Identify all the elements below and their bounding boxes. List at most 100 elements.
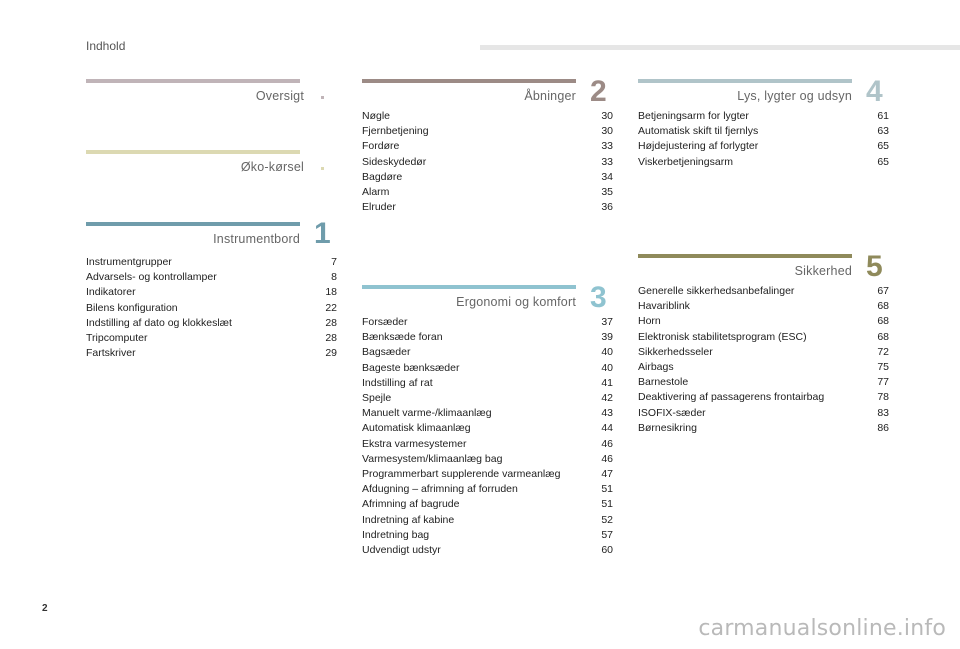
toc-entry[interactable]: Indstilling af dato og klokkeslæt 28 bbox=[86, 316, 337, 331]
section-title[interactable]: Ergonomi og komfort bbox=[456, 295, 576, 309]
toc-entry[interactable]: Fartskriver 29 bbox=[86, 346, 337, 361]
toc-entry[interactable]: Automatisk klimaanlæg 44 bbox=[362, 421, 613, 436]
toc-entry[interactable]: Forsæder 37 bbox=[362, 315, 613, 330]
section-title[interactable]: Lys, lygter og udsyn bbox=[737, 89, 852, 103]
toc-entry[interactable]: Bagsæder 40 bbox=[362, 345, 613, 360]
toc-entry-page: 35 bbox=[601, 186, 613, 199]
toc-entry-page: 68 bbox=[877, 315, 889, 328]
toc-entry[interactable]: Bænksæde foran 39 bbox=[362, 330, 613, 345]
toc-entry[interactable]: Tripcomputer 28 bbox=[86, 331, 337, 346]
toc-entry[interactable]: Børnesikring 86 bbox=[638, 421, 889, 436]
toc-entry[interactable]: Generelle sikkerhedsanbefalinger 67 bbox=[638, 284, 889, 299]
section-bar bbox=[86, 150, 300, 154]
toc-entry[interactable]: Udvendigt udstyr 60 bbox=[362, 543, 613, 558]
toc-entry-page: 75 bbox=[877, 361, 889, 374]
toc-entry-page: 52 bbox=[601, 513, 613, 526]
toc-entry-page: 60 bbox=[601, 544, 613, 557]
toc-entry-page: 78 bbox=[877, 391, 889, 404]
toc-entry[interactable]: Alarm 35 bbox=[362, 185, 613, 200]
toc-entry-page: 65 bbox=[877, 140, 889, 153]
toc-entry[interactable]: Afrimning af bagrude 51 bbox=[362, 497, 613, 512]
toc-entry-page: 72 bbox=[877, 345, 889, 358]
toc-entry[interactable]: Spejle 42 bbox=[362, 391, 613, 406]
toc-entry-label: Generelle sikkerhedsanbefalinger bbox=[638, 285, 795, 297]
toc-entry[interactable]: Programmerbart supplerende varmeanlæg 47 bbox=[362, 467, 613, 482]
toc-entry-label: Indretning af kabine bbox=[362, 513, 455, 526]
section-abninger: Åbninger 2 Nøgle 30 Fjernbetjening 30 Fordør… bbox=[362, 77, 616, 219]
section-title[interactable]: Oversigt bbox=[255, 89, 304, 103]
toc-entry[interactable]: Sikkerhedsseler 72 bbox=[638, 345, 889, 360]
toc-entry[interactable]: Sideskydedør 33 bbox=[362, 155, 613, 170]
toc-entry-label: Indretning bag bbox=[362, 528, 430, 541]
section-oko-korsel: Øko-kørsel bbox=[86, 150, 332, 180]
toc-entry[interactable]: Elektronisk stabilitetsprogram (ESC) 68 bbox=[638, 330, 889, 345]
toc-entry[interactable]: Viskerbetjeningsarm 65 bbox=[638, 155, 889, 170]
toc-entry[interactable]: Højdejustering af forlygter 65 bbox=[638, 139, 889, 154]
toc-entry[interactable]: Indretning bag 57 bbox=[362, 528, 613, 543]
toc-entry[interactable]: Indretning af kabine 52 bbox=[362, 513, 613, 528]
toc-entry[interactable]: Havariblink 68 bbox=[638, 299, 889, 314]
section-title[interactable]: Instrumentbord bbox=[213, 232, 300, 246]
toc-entry-page: 68 bbox=[877, 300, 889, 313]
toc-entry[interactable]: Bagdøre 34 bbox=[362, 170, 613, 185]
toc-entry[interactable]: Betjeningsarm for lygter 61 bbox=[638, 109, 889, 124]
toc-entry-page: 33 bbox=[601, 140, 613, 153]
toc-entry[interactable]: Advarsels- og kontrollamper 8 bbox=[86, 270, 337, 285]
toc-entry-label: Manuelt varme-/klimaanlæg bbox=[362, 407, 492, 420]
toc-entry-label: Alarm bbox=[362, 186, 390, 199]
toc-entry[interactable]: Ekstra varmesystemer 46 bbox=[362, 437, 613, 452]
section-lys-lygter-og-udsyn: Lys, lygter og udsyn 4 Betjeningsarm for… bbox=[638, 77, 892, 179]
toc-entry[interactable]: Indstilling af rat 41 bbox=[362, 376, 613, 391]
toc-entry[interactable]: Nøgle 30 bbox=[362, 109, 613, 124]
section-title[interactable]: Åbninger bbox=[524, 89, 576, 103]
toc-entry[interactable]: Airbags 75 bbox=[638, 360, 889, 375]
toc-entry-label: Nøgle bbox=[362, 110, 391, 122]
toc-entry[interactable]: Afdugning – afrimning af forruden 51 bbox=[362, 482, 613, 497]
toc-entry[interactable]: Fordøre 33 bbox=[362, 139, 613, 154]
toc-entry-label: Fjernbetjening bbox=[362, 125, 429, 138]
toc-entry[interactable]: ISOFIX-sæder 83 bbox=[638, 406, 889, 421]
section-number: 5 bbox=[866, 250, 883, 283]
section-title[interactable]: Øko-kørsel bbox=[240, 160, 304, 174]
toc-entry[interactable]: Automatisk skift til fjernlys 63 bbox=[638, 124, 889, 139]
toc-entry-page: 42 bbox=[601, 392, 613, 405]
section-oversigt: Oversigt bbox=[86, 79, 332, 109]
toc-entry-label: Bilens konfiguration bbox=[86, 301, 178, 314]
section-title[interactable]: Sikkerhed bbox=[794, 264, 852, 278]
toc-entry-page: 61 bbox=[877, 110, 889, 122]
toc-entry-page: 29 bbox=[325, 347, 337, 360]
toc-entry[interactable]: Barnestole 77 bbox=[638, 375, 889, 390]
toc-entry-label: Fordøre bbox=[362, 140, 400, 153]
section-bar bbox=[638, 79, 852, 83]
toc-entry-label: Bagsæder bbox=[362, 346, 411, 359]
section-bar bbox=[86, 79, 300, 83]
toc-entry-label: Airbags bbox=[638, 361, 674, 374]
toc-entry[interactable]: Elruder 36 bbox=[362, 200, 613, 215]
toc-entry[interactable]: Fjernbetjening 30 bbox=[362, 124, 613, 139]
toc-entry-page: 44 bbox=[601, 422, 613, 435]
toc-entry-label: ISOFIX-sæder bbox=[638, 406, 706, 419]
toc-entry[interactable]: Bageste bænksæder 40 bbox=[362, 361, 613, 376]
toc-list: Betjeningsarm for lygter 61 Automatisk ski… bbox=[638, 109, 889, 170]
toc-entry-label: Forsæder bbox=[362, 316, 408, 328]
toc-entry-page: 39 bbox=[601, 331, 613, 344]
toc-entry[interactable]: Manuelt varme-/klimaanlæg 43 bbox=[362, 406, 613, 421]
toc-entry[interactable]: Horn 68 bbox=[638, 314, 889, 329]
toc-entry[interactable]: Bilens konfiguration 22 bbox=[86, 301, 337, 316]
toc-entry[interactable]: Deaktivering af passagerens frontairbag 7… bbox=[638, 390, 889, 405]
toc-entry-label: Bagdøre bbox=[362, 170, 403, 183]
toc-entry-page: 22 bbox=[325, 301, 337, 314]
toc-entry-label: Advarsels- og kontrollamper bbox=[86, 271, 217, 284]
section-bar bbox=[362, 285, 576, 289]
toc-entry[interactable]: Varmesystem/klimaanlæg bag 46 bbox=[362, 452, 613, 467]
toc-entry[interactable]: Instrumentgrupper 7 bbox=[86, 255, 337, 270]
toc-entry-label: Afrimning af bagrude bbox=[362, 498, 460, 511]
toc-entry-label: Bageste bænksæder bbox=[362, 361, 460, 374]
toc-entry[interactable]: Indikatorer 18 bbox=[86, 285, 337, 300]
toc-entry-label: Betjeningsarm for lygter bbox=[638, 110, 749, 122]
toc-entry-label: Bænksæde foran bbox=[362, 331, 443, 344]
toc-entry-page: 40 bbox=[601, 361, 613, 374]
toc-entry-label: Indstilling af dato og klokkeslæt bbox=[86, 316, 232, 329]
toc-entry-page: 63 bbox=[877, 125, 889, 138]
page-number: 2 bbox=[42, 603, 48, 614]
